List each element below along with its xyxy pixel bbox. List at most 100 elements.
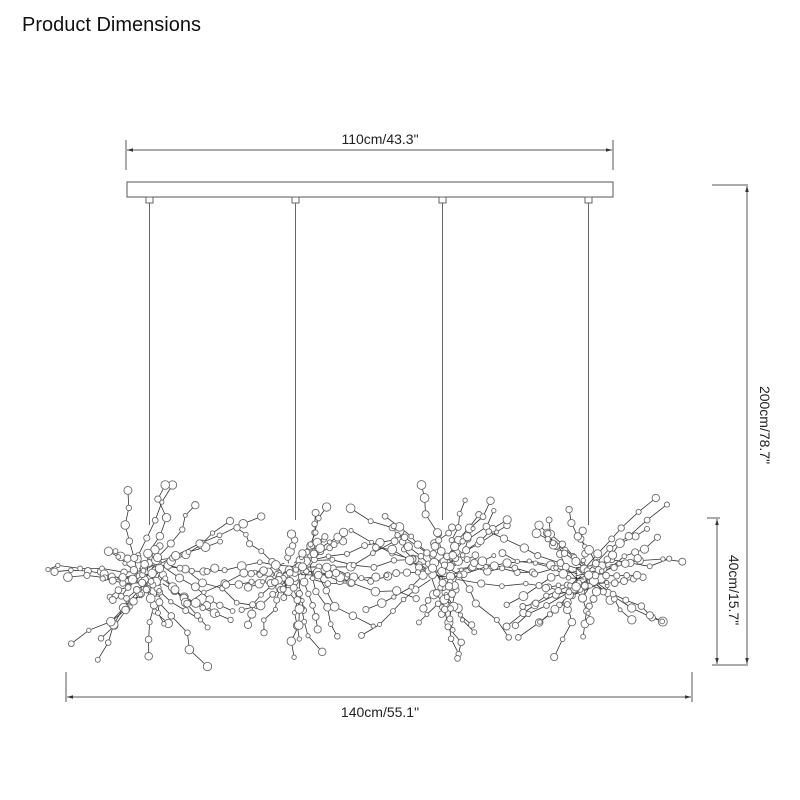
crystal-bead xyxy=(343,550,351,557)
crystal-bead xyxy=(184,629,191,636)
crystal-bead xyxy=(125,504,132,512)
crystal-bead xyxy=(199,604,206,612)
crystal-bead xyxy=(329,556,336,563)
crystal-bead xyxy=(639,544,650,554)
crystal-bead xyxy=(161,512,172,523)
crystal-bead xyxy=(660,556,666,562)
crystal-bead xyxy=(430,542,440,551)
crystal-bead xyxy=(637,602,646,610)
crystal-bead xyxy=(195,539,204,548)
crystal-bead xyxy=(387,544,398,555)
crystal-bead xyxy=(591,587,602,597)
crystal-bead xyxy=(421,510,430,519)
fixture-height-label: 40cm/15.7" xyxy=(726,555,742,625)
crystal-bead xyxy=(166,539,175,548)
crystal-bead xyxy=(311,520,318,528)
crystal-bead xyxy=(438,578,447,587)
crystal-bead xyxy=(358,631,365,639)
crystal-bead xyxy=(146,619,153,626)
crystal-bead xyxy=(221,567,228,574)
crystal-bead xyxy=(502,622,511,631)
crystal-bead xyxy=(63,572,73,582)
crystal-bead xyxy=(321,502,332,512)
crystal-bead xyxy=(155,598,164,607)
crystal-bead xyxy=(413,540,422,549)
crystal-bead xyxy=(609,590,617,598)
crystal-bead xyxy=(560,549,569,557)
crystal-bead xyxy=(321,533,329,541)
crystal-bead xyxy=(258,592,264,598)
crystal-bead xyxy=(493,616,500,623)
crystal-bead xyxy=(491,507,497,514)
crystal-bead xyxy=(132,586,141,594)
crystal-bead xyxy=(247,570,255,578)
crystal-bead xyxy=(127,574,138,585)
crystal-bead xyxy=(436,546,446,556)
crystal-bead xyxy=(479,513,487,521)
crystal-bead xyxy=(125,537,134,545)
crystal-bead xyxy=(559,636,566,642)
crystal-bead xyxy=(454,655,461,662)
total-height-dimension xyxy=(712,184,749,666)
crystal-bead xyxy=(543,592,550,599)
crystal-bead xyxy=(563,601,571,608)
crystal-bead xyxy=(154,563,165,574)
crystal-bead xyxy=(617,607,623,613)
crystal-bead xyxy=(273,596,281,604)
crystal-bead xyxy=(315,543,325,553)
crystal-bead xyxy=(229,608,236,614)
crystal-bead xyxy=(424,597,432,604)
crystal-bead xyxy=(519,603,527,610)
crystal-bead xyxy=(313,625,322,634)
crystal-bead xyxy=(123,485,133,495)
crystal-bead xyxy=(584,570,594,580)
crystal-bead xyxy=(370,550,376,556)
crystal-bead xyxy=(147,568,157,578)
crystal-bead xyxy=(162,575,169,582)
crystal-bead xyxy=(291,654,297,660)
crystal-bead xyxy=(260,629,268,637)
crystal-bead xyxy=(585,602,593,610)
crystal-bead xyxy=(193,612,201,620)
crystal-bead xyxy=(358,575,365,582)
crystal-bead xyxy=(610,563,618,572)
crystal-bead xyxy=(324,580,332,587)
crystal-bead xyxy=(145,593,156,604)
crystal-bead xyxy=(183,599,192,608)
crystal-bead xyxy=(348,527,354,534)
crystal-bead xyxy=(298,549,307,558)
crystal-bead xyxy=(591,559,600,568)
crystal-bead xyxy=(606,544,614,552)
crystal-bead xyxy=(531,528,542,539)
crystal-bead xyxy=(419,493,430,503)
crystal-bead xyxy=(198,578,207,588)
crystal-bead xyxy=(114,586,123,595)
crystal-bead xyxy=(147,578,155,585)
crystal-bead xyxy=(643,516,651,524)
crystal-bead xyxy=(239,568,249,578)
crystal-bead xyxy=(68,567,74,573)
crystal-bead xyxy=(432,589,441,597)
branch xyxy=(583,497,657,570)
crystal-bead xyxy=(94,656,101,663)
crystal-bead xyxy=(571,556,581,566)
crystal-bead xyxy=(390,522,397,530)
crystal-bead xyxy=(155,531,165,541)
canopy-width-label: 110cm/43.3" xyxy=(341,131,418,147)
crystal-bead xyxy=(284,576,295,587)
crystal-bead xyxy=(565,575,572,581)
crystal-bead xyxy=(338,527,349,538)
crystal-bead xyxy=(182,607,190,615)
crystal-bead xyxy=(624,532,633,541)
crystal-bead xyxy=(176,564,184,572)
crystal-bead xyxy=(558,540,567,548)
crystal-bead xyxy=(289,583,298,592)
crystal-bead xyxy=(123,554,132,563)
crystal-bead xyxy=(457,612,464,618)
crystal-bead xyxy=(444,582,454,591)
crystal-bead xyxy=(553,565,559,571)
crystal-bead xyxy=(644,525,650,532)
crystal-bead xyxy=(86,627,92,633)
crystal-bead xyxy=(185,549,192,555)
crystal-bead xyxy=(305,633,311,639)
